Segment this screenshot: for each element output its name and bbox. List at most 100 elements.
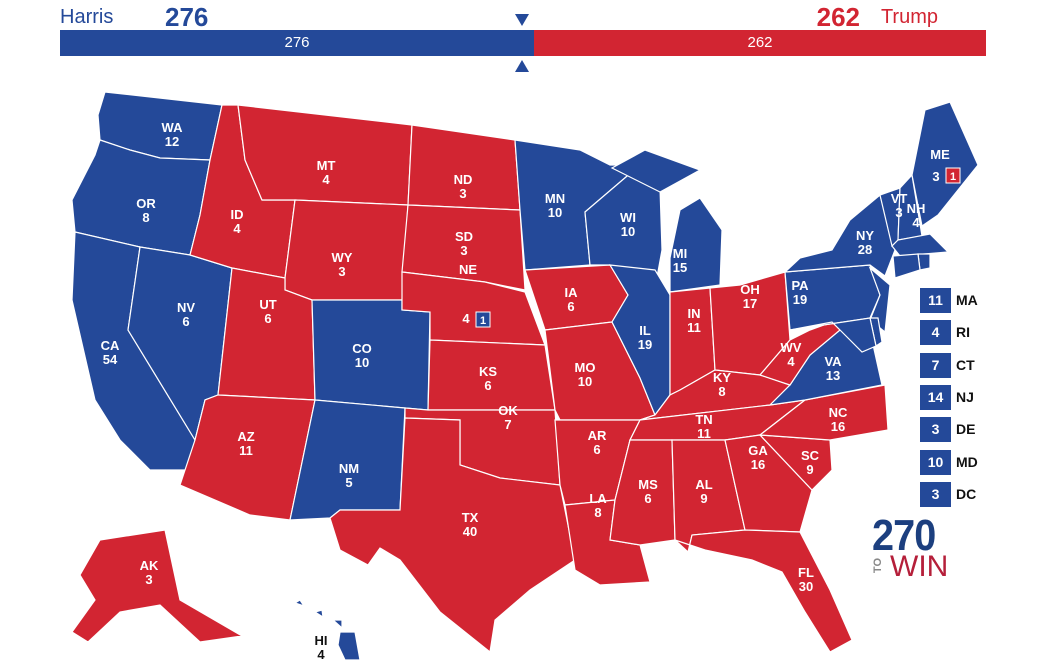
state-ev: 3 — [459, 186, 466, 201]
state-ct[interactable] — [892, 253, 921, 279]
small-state-box-de[interactable]: 3 — [920, 417, 951, 443]
state-label: TN — [695, 412, 712, 427]
state-label: KY — [713, 370, 731, 385]
state-label: IA — [565, 285, 579, 300]
state-ev: 54 — [103, 352, 118, 367]
state-label: UT — [259, 297, 276, 312]
state-ga[interactable] — [724, 434, 813, 533]
dem-candidate-name: Harris — [60, 6, 114, 28]
state-ev: 8 — [718, 384, 725, 399]
dem-progress-bar: 276 — [60, 30, 534, 56]
state-ev: 16 — [831, 419, 845, 434]
state-ev: 15 — [673, 260, 687, 275]
state-ev: 4 — [317, 647, 325, 662]
state-ev: 11 — [697, 426, 711, 441]
state-ev: 13 — [826, 368, 840, 383]
state-label: NY — [856, 228, 874, 243]
state-label: WA — [162, 120, 184, 135]
state-ev: 6 — [264, 311, 271, 326]
state-label: MN — [545, 191, 565, 206]
state-ma[interactable] — [891, 233, 950, 257]
state-fl[interactable] — [674, 529, 853, 653]
state-md[interactable] — [789, 317, 877, 353]
270-marker-top-icon — [515, 14, 529, 26]
small-state-box-dc[interactable]: 3 — [920, 481, 951, 507]
state-ev: 17 — [743, 296, 757, 311]
state-sd[interactable] — [401, 204, 526, 291]
state-label: NM — [339, 461, 359, 476]
state-label: VA — [824, 354, 842, 369]
state-label: KS — [479, 364, 497, 379]
state-ev: 10 — [578, 374, 592, 389]
state-ev: 7 — [504, 417, 511, 432]
state-ev: 3 — [145, 572, 152, 587]
rep-progress-bar: 262 — [534, 30, 986, 56]
state-label: PA — [791, 278, 809, 293]
state-label: AL — [695, 477, 712, 492]
small-state-label: DC — [956, 485, 977, 502]
270-marker-bottom-icon — [515, 60, 529, 72]
state-ev: 6 — [182, 314, 189, 329]
state-label: SD — [455, 229, 473, 244]
state-ev: 10 — [621, 224, 635, 239]
state-ev: 3 — [932, 169, 939, 184]
small-state-box-ri[interactable]: 4 — [920, 320, 951, 346]
state-mi[interactable] — [610, 149, 723, 293]
small-state-box-nj[interactable]: 14 — [920, 384, 951, 410]
state-label: NV — [177, 300, 195, 315]
state-ev: 4 — [462, 311, 470, 326]
state-label: MT — [317, 158, 336, 173]
small-state-box-md[interactable]: 10 — [920, 449, 951, 475]
270towin-logo: 270 TO WIN — [872, 514, 948, 582]
small-state-box-ct[interactable]: 7 — [920, 352, 951, 378]
logo-win: WIN — [890, 550, 949, 583]
state-me[interactable] — [911, 101, 979, 228]
logo-to: TO — [872, 558, 884, 574]
state-label: MS — [638, 477, 658, 492]
state-ev: 3 — [895, 205, 902, 220]
state-ev: 9 — [700, 491, 707, 506]
state-ev: 3 — [460, 243, 467, 258]
small-state-label: NJ — [956, 388, 974, 405]
state-ev: 6 — [484, 378, 491, 393]
state-ev: 19 — [793, 292, 807, 307]
state-label: OR — [136, 196, 156, 211]
state-label: GA — [748, 443, 768, 458]
state-label: HI — [315, 633, 328, 648]
district-ev: 1 — [950, 171, 956, 183]
rep-candidate-name: Trump — [880, 6, 938, 28]
district-ne[interactable] — [475, 311, 491, 328]
district-me[interactable] — [945, 167, 961, 184]
small-state-label: RI — [956, 324, 970, 341]
state-ev: 11 — [239, 443, 253, 458]
state-label: AR — [588, 428, 607, 443]
small-state-label: DE — [956, 421, 976, 438]
state-hi[interactable] — [293, 599, 361, 661]
state-ev: 28 — [858, 242, 872, 257]
dem-ev-total: 276 — [165, 2, 209, 32]
state-ny[interactable] — [783, 193, 896, 277]
state-label: WY — [332, 250, 353, 265]
state-label: AZ — [237, 429, 254, 444]
state-ev: 5 — [345, 475, 352, 490]
small-state-box-ma[interactable]: 11 — [920, 288, 951, 313]
state-label: IN — [688, 306, 701, 321]
state-ev: 8 — [142, 210, 149, 225]
state-label: LA — [589, 491, 607, 506]
state-ev: 30 — [799, 579, 813, 594]
state-ev: 4 — [787, 354, 795, 369]
state-label: OH — [740, 282, 760, 297]
state-ev: 3 — [338, 264, 345, 279]
state-tx[interactable] — [329, 417, 576, 654]
state-label: FL — [798, 565, 814, 580]
state-ak[interactable] — [71, 529, 244, 643]
state-mt[interactable] — [237, 104, 413, 206]
state-ev: 10 — [548, 205, 562, 220]
state-ev: 9 — [806, 462, 813, 477]
state-label: NE — [459, 262, 477, 277]
small-state-label: MA — [956, 292, 978, 308]
state-ev: 4 — [912, 215, 920, 230]
state-ev: 40 — [463, 524, 477, 539]
state-label: ND — [454, 172, 473, 187]
